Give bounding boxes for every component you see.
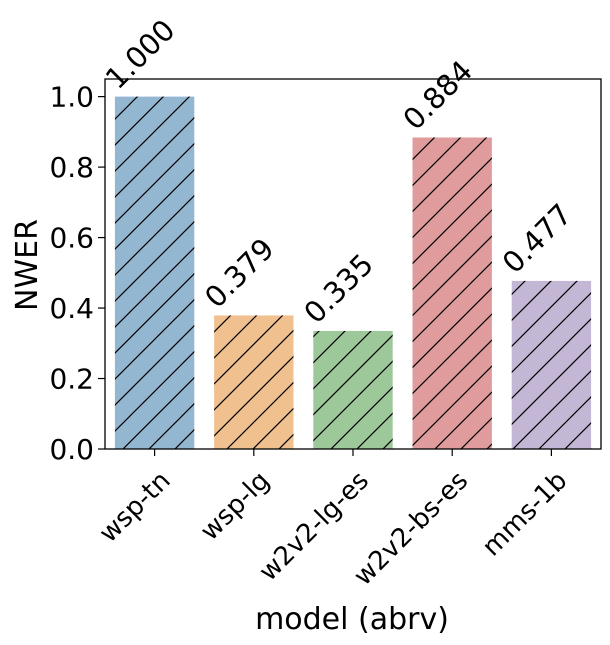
x-tick-label-wsp-lg: wsp-lg <box>195 466 276 547</box>
bar-hatch-wsp-tn <box>114 96 195 449</box>
bar-hatch-w2v2-lg-es <box>313 330 393 449</box>
x-axis-label: model (abrv) <box>255 602 449 637</box>
bar-hatch-wsp-lg <box>214 315 294 449</box>
x-tick-label-wsp-tn: wsp-tn <box>94 466 177 549</box>
y-axis-label: NWER <box>10 219 45 311</box>
y-tick-label-1.0: 1.0 <box>49 81 94 114</box>
bar-hatch-mms-1b <box>511 280 592 449</box>
data-label-w2v2-bs-es: 0.884 <box>396 54 479 137</box>
x-tick-label-mms-1b: mms-1b <box>477 466 574 563</box>
data-label-mms-1b: 0.477 <box>496 197 579 280</box>
bar-hatch-w2v2-bs-es <box>412 137 492 449</box>
y-tick-label-0.8: 0.8 <box>49 151 94 184</box>
data-label-w2v2-lg-es: 0.335 <box>297 247 380 330</box>
bars-group <box>114 96 592 449</box>
y-tick-label-0.0: 0.0 <box>49 433 94 466</box>
y-tick-label-0.4: 0.4 <box>49 292 94 325</box>
data-label-wsp-lg: 0.379 <box>198 232 281 315</box>
y-axis: 0.0 0.2 0.4 0.6 0.8 1.0 <box>49 81 105 466</box>
y-tick-label-0.2: 0.2 <box>49 363 94 396</box>
y-tick-label-0.6: 0.6 <box>49 222 94 255</box>
data-label-wsp-tn: 1.000 <box>99 13 182 96</box>
